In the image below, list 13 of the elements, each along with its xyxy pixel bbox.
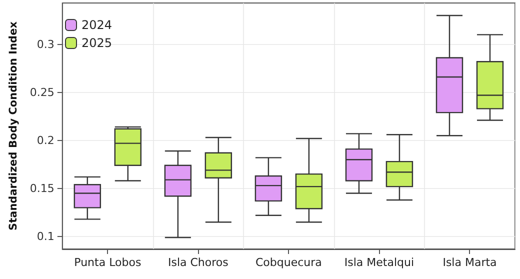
legend-label: 2025 [82, 36, 112, 50]
x-tick-label: Cobquecura [255, 256, 322, 269]
y-tick-label: 0.3 [36, 38, 54, 51]
y-tick-label: 0.1 [36, 230, 54, 244]
y-tick-label: 0.25 [30, 86, 54, 99]
y-tick-label: 0.15 [30, 182, 54, 195]
x-tick-label: Isla Metalqui [344, 256, 414, 269]
x-tick-label: Isla Choros [168, 256, 229, 269]
legend-label: 2024 [82, 18, 112, 32]
x-tick-label: Punta Lobos [74, 256, 142, 269]
y-axis-title: Standardized Body Condition Index [8, 21, 20, 230]
y-tick-label: 0.2 [36, 134, 54, 147]
x-tick-label: Isla Marta [442, 256, 497, 269]
